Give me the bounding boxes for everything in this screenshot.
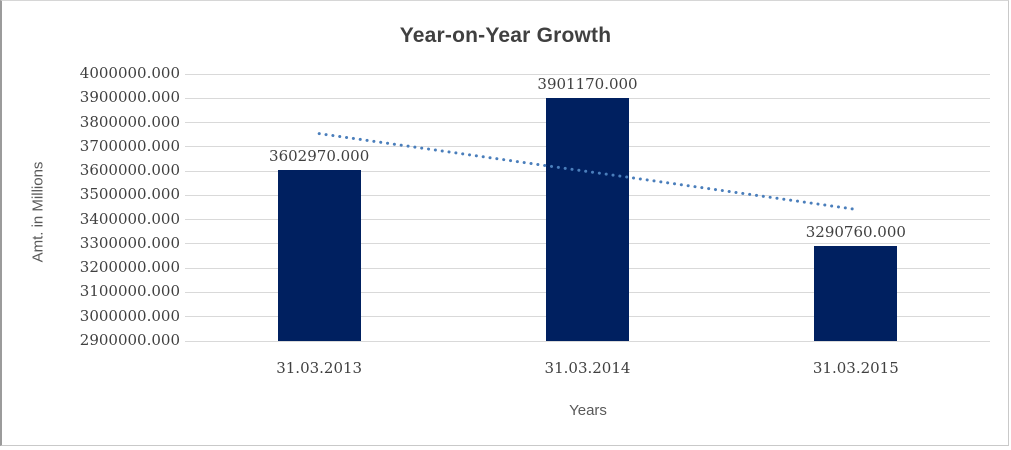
data-label: 3901170.000 xyxy=(537,74,638,93)
y-tick-label: 3200000.000 xyxy=(79,258,180,277)
y-tick-label: 3400000.000 xyxy=(79,209,180,228)
y-tick-label: 3900000.000 xyxy=(79,88,180,107)
y-tick-label: 2900000.000 xyxy=(79,331,180,349)
x-category-label: 31.03.2013 xyxy=(276,359,363,377)
y-tick-label: 3300000.000 xyxy=(79,233,180,252)
bar-31.03.2013 xyxy=(277,170,361,341)
data-label: 3290760.000 xyxy=(805,223,906,242)
x-category-label: 31.03.2014 xyxy=(544,359,631,377)
y-tick-label: 3800000.000 xyxy=(79,112,180,131)
chart-title: Year-on-Year Growth xyxy=(399,24,612,47)
y-tick-label: 3100000.000 xyxy=(79,282,180,301)
y-tick-label: 4000000.000 xyxy=(79,64,180,82)
x-category-label: 31.03.2015 xyxy=(812,359,899,377)
data-label: 3602970.000 xyxy=(269,147,370,166)
y-gridline xyxy=(185,340,990,342)
y-tick-label: 3600000.000 xyxy=(79,161,180,180)
bar-31.03.2014 xyxy=(546,97,629,341)
y-tick-label: 3700000.000 xyxy=(79,136,180,155)
bar-31.03.2015 xyxy=(814,246,898,341)
y-gridline xyxy=(185,73,990,75)
y-tick-label: 3000000.000 xyxy=(79,306,180,325)
x-axis-title: Years xyxy=(569,402,607,419)
y-tick-label: 3500000.000 xyxy=(79,185,180,204)
